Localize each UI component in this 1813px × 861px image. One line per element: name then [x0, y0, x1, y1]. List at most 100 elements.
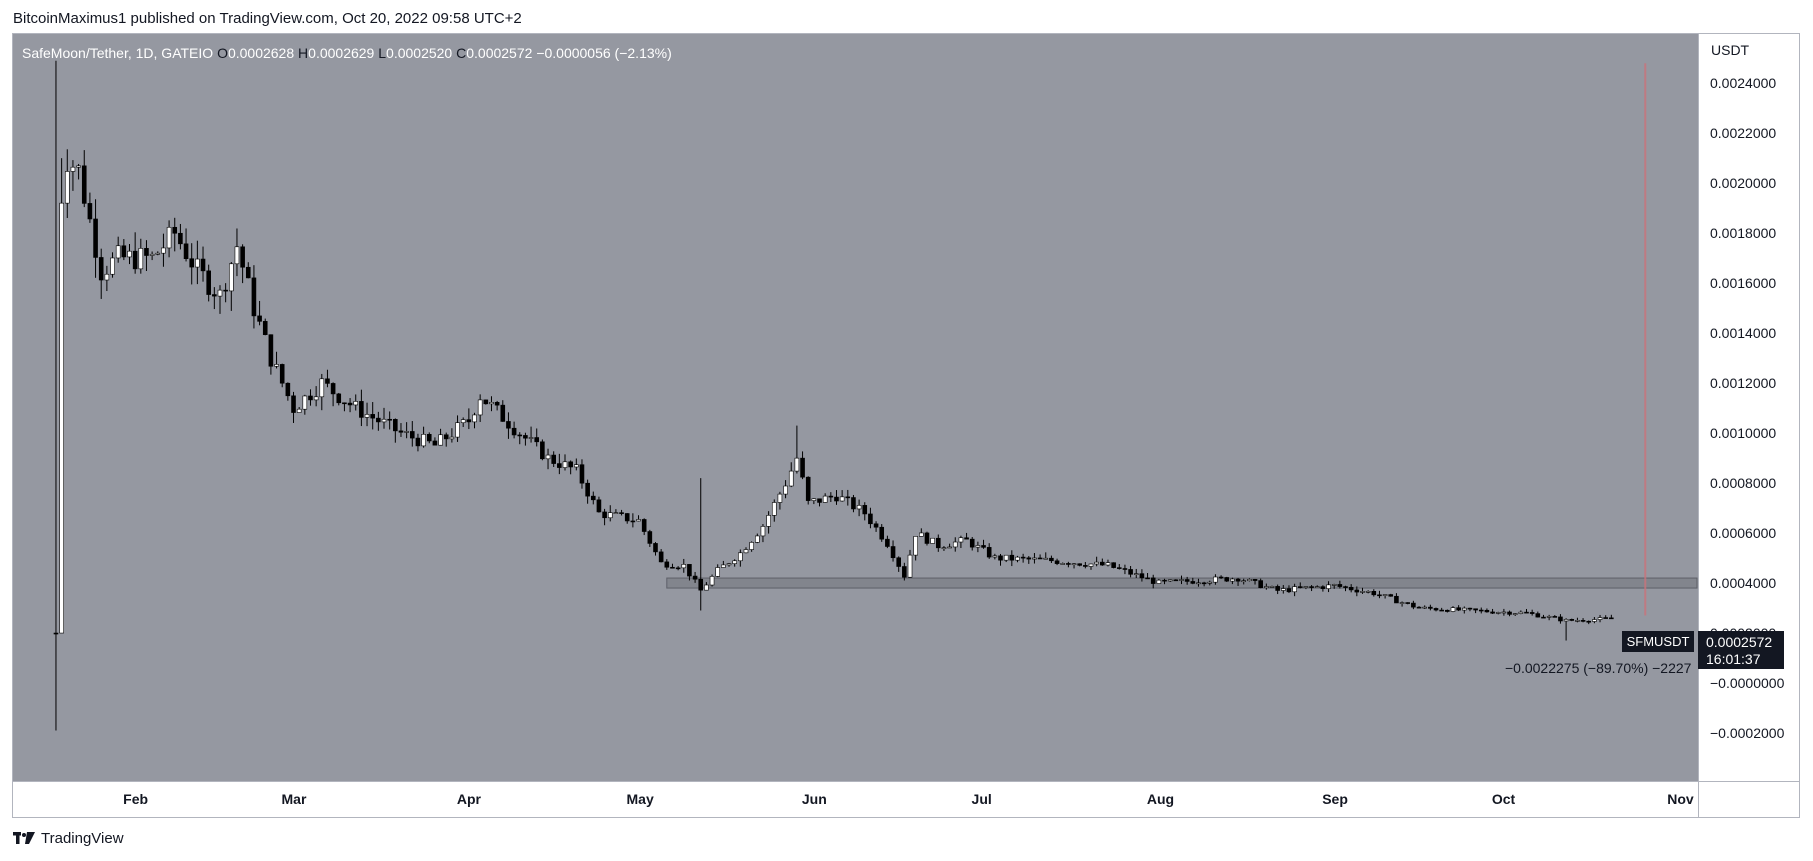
candle-body [811, 498, 817, 501]
candle-body [1473, 608, 1478, 611]
last-price-badge: 0.0002572 16:01:37 [1698, 631, 1784, 669]
candle-body [817, 498, 822, 503]
candle-body [1150, 577, 1156, 584]
time-scale[interactable] [13, 781, 1698, 817]
candle-body [568, 461, 573, 468]
candle-body [715, 567, 721, 577]
candle-body [455, 422, 460, 438]
candle-body [1258, 580, 1263, 589]
candle-body [766, 515, 771, 527]
candle-body [426, 434, 432, 442]
candle-body [743, 549, 749, 554]
candle-body [415, 437, 421, 447]
candle-body [1428, 606, 1433, 609]
candle-body [1331, 584, 1337, 586]
candle-body [217, 289, 223, 297]
candle-body [257, 315, 262, 322]
candle-body [738, 552, 743, 562]
candle-body [771, 502, 777, 516]
price-tick: 0.0014000 [1710, 325, 1777, 342]
candle-body [364, 414, 370, 418]
candle-body [1252, 579, 1258, 581]
legend-symbol: SafeMoon/Tether, 1D, GATEIO [22, 45, 214, 61]
candle-body [489, 402, 494, 405]
candle-body [1405, 602, 1411, 604]
candle-body [1037, 557, 1043, 560]
candle-body [342, 402, 347, 405]
candle-body [149, 253, 155, 256]
candle-body [760, 526, 766, 537]
candle-body [1597, 617, 1603, 620]
candle-body [590, 495, 596, 501]
time-tick: Sep [1322, 791, 1348, 807]
candle-body [1411, 602, 1416, 608]
candle-body [1201, 582, 1207, 585]
publisher-line: BitcoinMaximus1 published on TradingView… [13, 10, 522, 27]
time-tick: Nov [1667, 791, 1694, 807]
candle-body [110, 257, 115, 275]
candle-body [822, 495, 828, 503]
candle-body [1461, 607, 1467, 611]
candle-body [692, 575, 698, 580]
candle-body [947, 546, 952, 549]
candle-body [472, 414, 477, 423]
candle-body [636, 519, 641, 522]
candle-body [1116, 567, 1122, 569]
candle-body [1360, 591, 1365, 593]
candle-body [641, 519, 647, 532]
price-tick: 0.0020000 [1710, 175, 1777, 192]
candle-body [1281, 588, 1286, 591]
candle-body [545, 454, 551, 460]
candle-body [783, 485, 788, 495]
candle-body [1580, 620, 1586, 622]
candle-body [359, 401, 364, 418]
candle-body [992, 555, 998, 558]
candle-body [1337, 584, 1343, 587]
candle-body [1603, 617, 1608, 619]
candle-body [619, 512, 624, 514]
candle-body [291, 395, 296, 413]
candle-body [517, 434, 523, 437]
candle-body [121, 245, 127, 258]
candle-body [845, 496, 851, 499]
candle-body [1156, 579, 1162, 584]
candle-body [1507, 611, 1512, 615]
price-tick: 0.0004000 [1710, 575, 1777, 592]
candle-body [952, 541, 958, 548]
candle-body [585, 482, 590, 497]
candle-body [726, 563, 732, 566]
candle-body [1518, 611, 1524, 614]
candle-body [178, 232, 183, 245]
candle-body [986, 547, 992, 558]
candle-body [1394, 595, 1399, 604]
candle-body [1066, 563, 1071, 565]
legend-close: 0.0002572 [466, 45, 533, 61]
candle-body [828, 495, 834, 498]
candle-body [1450, 607, 1456, 612]
candle-body [862, 505, 868, 515]
candle-body [596, 499, 602, 513]
candle-body [155, 252, 161, 255]
candle-body [494, 402, 500, 406]
candle-body [98, 257, 104, 281]
candle-body [251, 277, 257, 317]
price-tick: 0.0022000 [1710, 125, 1777, 142]
candle-body [1009, 554, 1015, 561]
candle-body [658, 551, 664, 563]
candle-body [398, 430, 404, 433]
legend-high-label: H [298, 45, 309, 61]
candle-body [81, 165, 87, 204]
candle-body [245, 266, 251, 279]
candle-body [313, 396, 319, 401]
candle-body [76, 165, 81, 168]
candle-body [1026, 557, 1032, 560]
candle-body [1484, 609, 1490, 613]
candle-body [851, 497, 856, 510]
candle-body [274, 364, 279, 367]
candle-body [262, 321, 268, 335]
scale-corner [1698, 781, 1799, 817]
candle-body [132, 250, 138, 270]
candle-body [1343, 586, 1348, 588]
candle-body [506, 421, 511, 429]
candle-body [1388, 594, 1394, 597]
